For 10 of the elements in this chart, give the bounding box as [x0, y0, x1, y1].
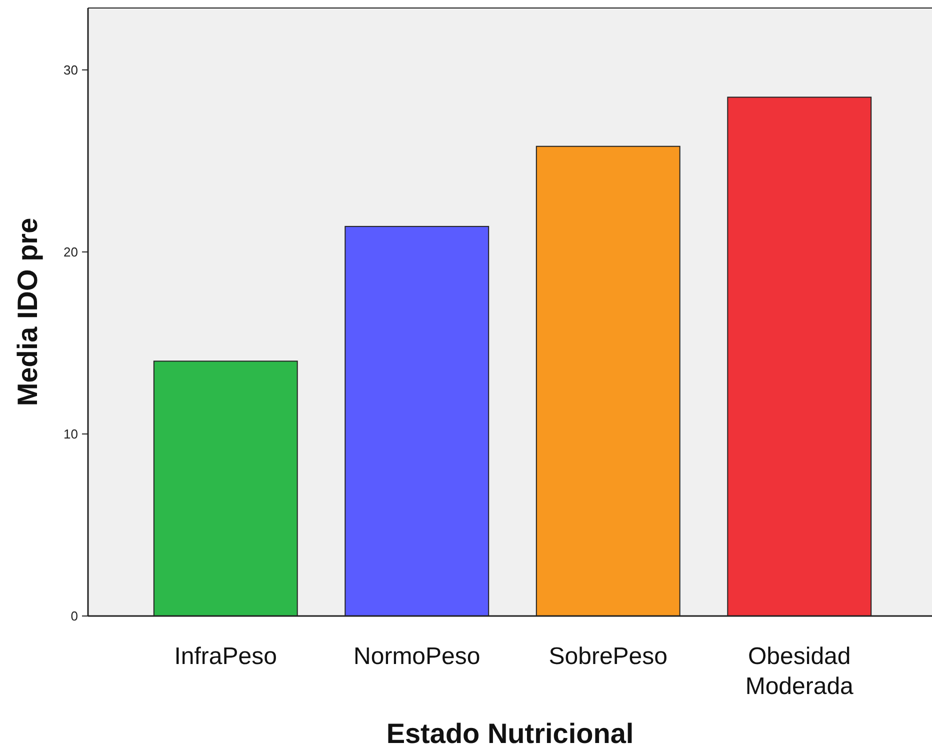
y-axis-title: Media IDO pre — [12, 218, 43, 406]
y-tick-label: 30 — [64, 62, 78, 78]
y-tick-label: 20 — [64, 244, 78, 260]
x-tick-label: NormoPeso — [354, 643, 480, 670]
x-axis-title: Estado Nutricional — [386, 718, 634, 749]
x-tick-label: SobrePeso — [548, 643, 668, 670]
x-tick-label: Obesidad Moderada — [745, 643, 854, 700]
y-tick-label: 10 — [64, 426, 78, 442]
x-tick-label: InfraPeso — [174, 643, 277, 670]
y-tick-label: 0 — [70, 608, 78, 624]
